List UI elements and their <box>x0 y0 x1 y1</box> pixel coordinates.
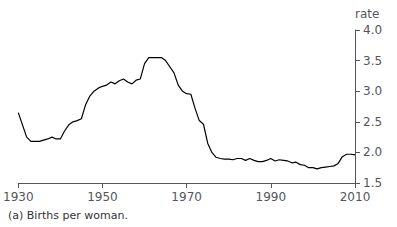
svg-text:1970: 1970 <box>171 190 202 204</box>
svg-text:2010: 2010 <box>340 190 371 204</box>
svg-text:1990: 1990 <box>256 190 287 204</box>
svg-text:1950: 1950 <box>87 190 118 204</box>
svg-text:(a) Births per woman.: (a) Births per woman. <box>8 209 128 222</box>
svg-text:2.0: 2.0 <box>363 145 382 159</box>
svg-text:1.5: 1.5 <box>363 176 382 190</box>
svg-text:1930: 1930 <box>3 190 34 204</box>
svg-text:3.0: 3.0 <box>363 84 382 98</box>
svg-text:2.5: 2.5 <box>363 115 382 129</box>
svg-text:4.0: 4.0 <box>363 23 382 37</box>
svg-text:3.5: 3.5 <box>363 54 382 68</box>
svg-text:rate: rate <box>355 7 379 21</box>
